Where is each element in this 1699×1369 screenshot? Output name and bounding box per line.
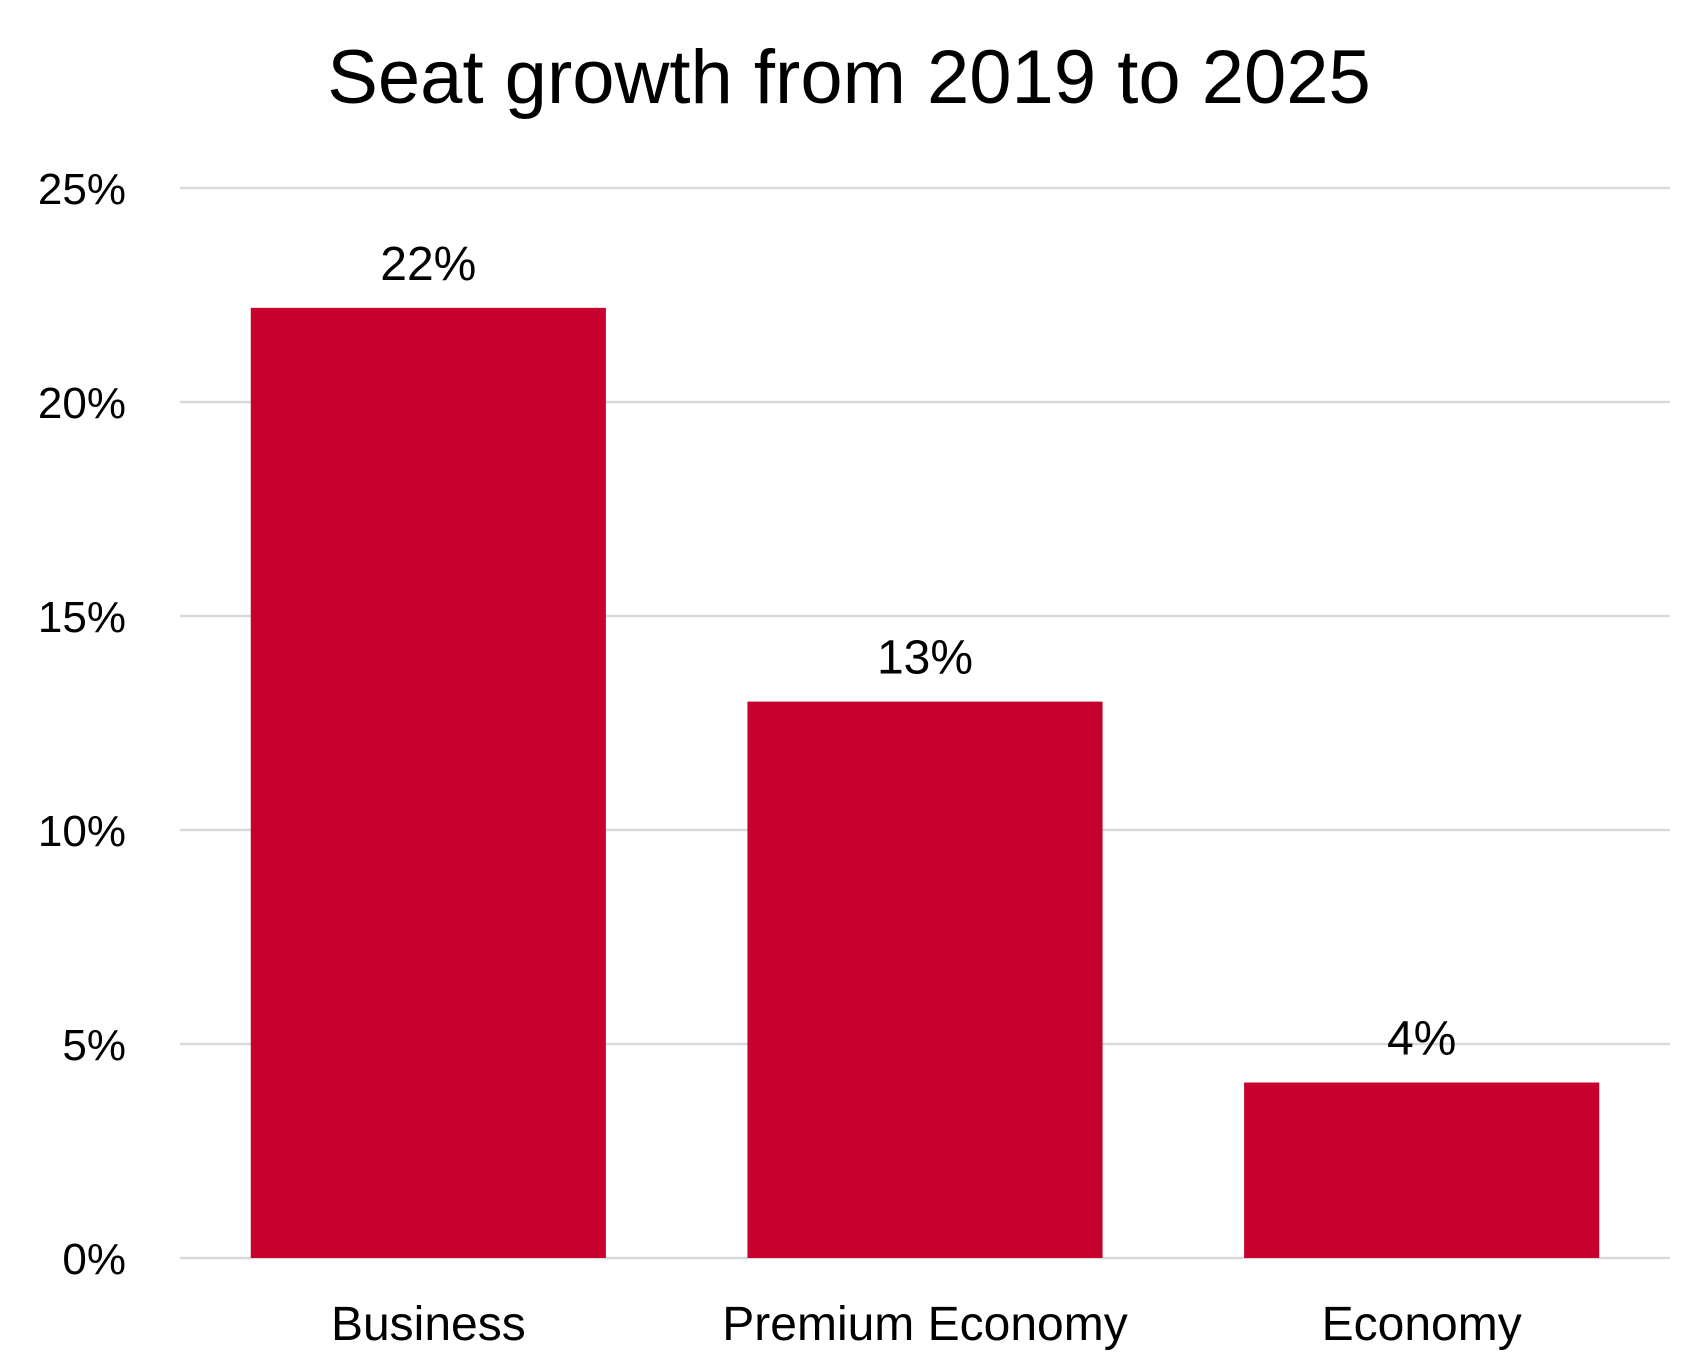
bar [250, 307, 606, 1259]
x-category-label: Economy [1322, 1298, 1522, 1351]
bars [250, 307, 1600, 1259]
data-label: 4% [1387, 1013, 1456, 1066]
y-tick-label: 5% [62, 1021, 126, 1070]
bar [747, 701, 1103, 1258]
x-category-label: Business [331, 1298, 526, 1351]
bar [1244, 1082, 1600, 1258]
data-labels: 22% 13% 4% [380, 238, 1456, 1066]
data-label: 22% [380, 238, 476, 291]
y-tick-label: 10% [38, 807, 126, 856]
x-axis-category-labels: Business Premium Economy Economy [331, 1298, 1522, 1351]
y-axis-tick-labels: 0% 5% 10% 15% 20% 25% [38, 165, 126, 1284]
data-label: 13% [877, 632, 973, 685]
y-tick-label: 20% [38, 379, 126, 428]
y-tick-label: 25% [38, 165, 126, 214]
y-tick-label: 0% [62, 1235, 126, 1284]
y-tick-label: 15% [38, 593, 126, 642]
x-category-label: Premium Economy [722, 1298, 1127, 1351]
chart-title: Seat growth from 2019 to 2025 [327, 35, 1371, 120]
